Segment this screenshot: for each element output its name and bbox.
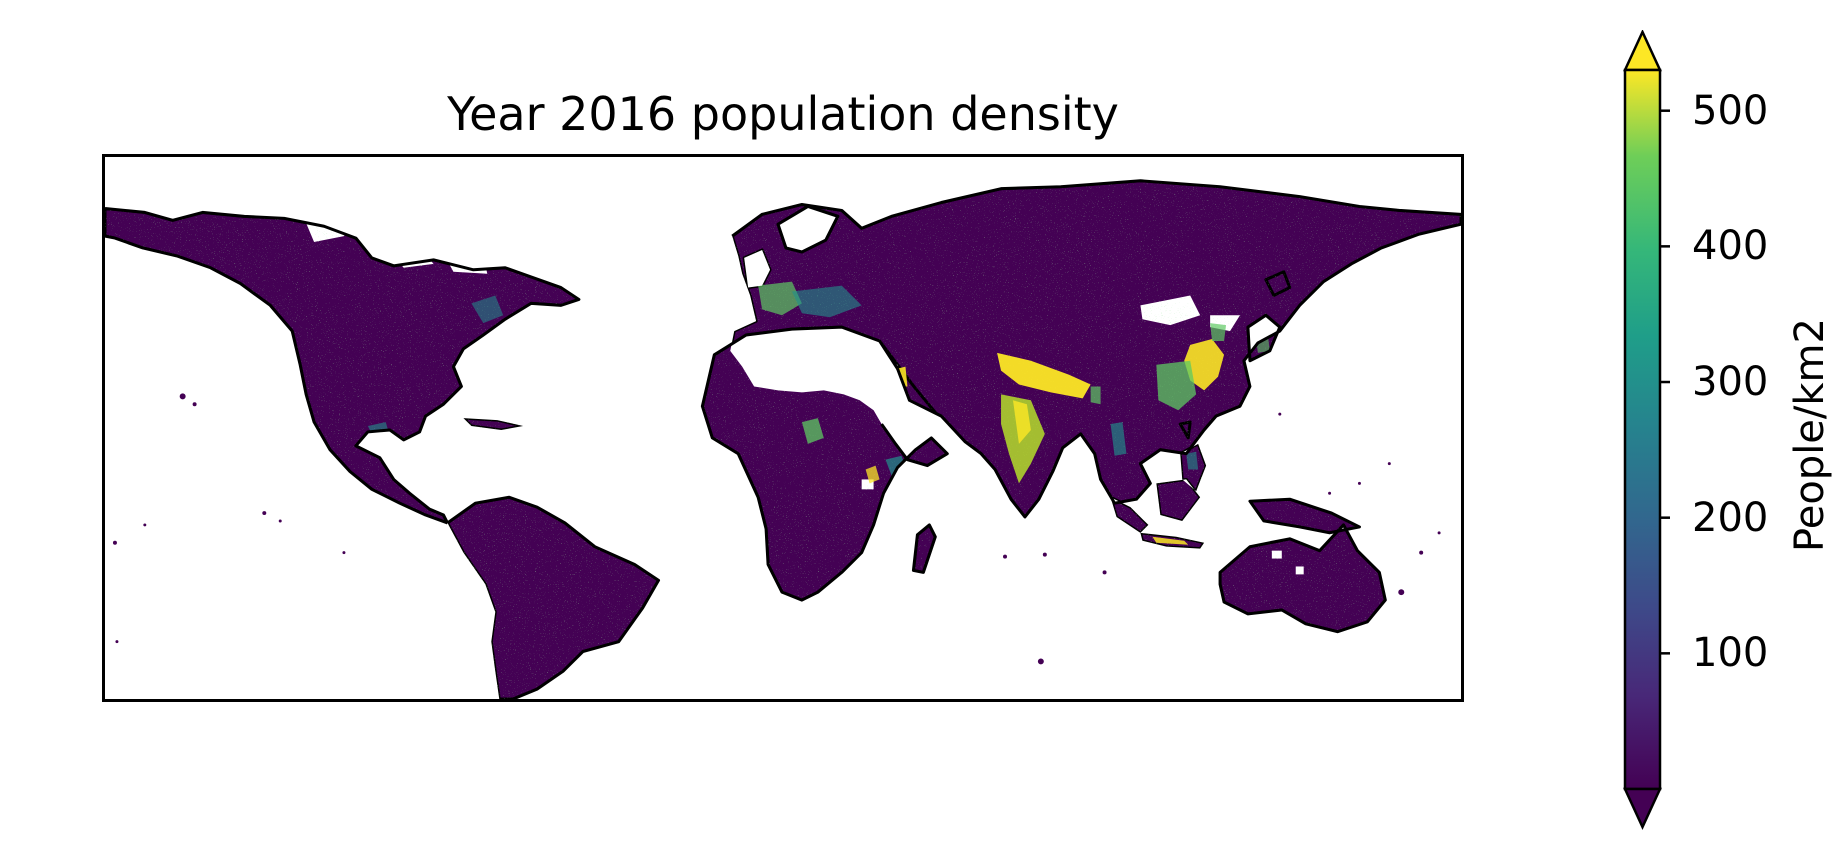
colorbar xyxy=(1623,30,1670,830)
colorbar-tick-label: 400 xyxy=(1692,223,1769,270)
colorbar-tick-label: 200 xyxy=(1692,494,1769,541)
colorbar-extend-bottom xyxy=(1623,787,1662,830)
world-map xyxy=(105,157,1461,699)
colorbar-tick-label: 300 xyxy=(1692,359,1769,406)
colorbar-tick-label: 100 xyxy=(1692,630,1769,677)
colorbar-tick-label: 500 xyxy=(1692,87,1769,134)
colorbar-gradient xyxy=(1623,68,1662,791)
map-panel xyxy=(102,154,1464,702)
colorbar-label: People/km2 xyxy=(1787,318,1833,552)
colorbar-extend-top xyxy=(1623,30,1662,72)
chart-title: Year 2016 population density xyxy=(447,87,1119,141)
